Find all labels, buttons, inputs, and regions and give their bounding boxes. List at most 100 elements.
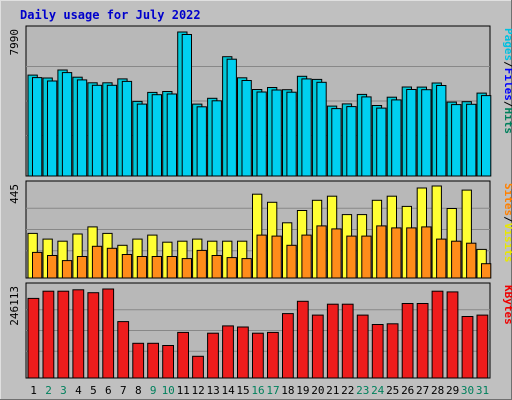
bar-sites-27 [421,226,432,279]
bar-kbytes-15 [237,326,249,379]
bar-sites-14 [226,257,237,279]
bar-files-18 [286,91,297,177]
bar-files-17 [271,89,282,177]
bar-kbytes-23 [356,314,369,379]
bar-sites-3 [61,260,73,279]
x-tick-label-26: 26 [401,384,414,397]
legend-part-2: Visits [502,223,512,263]
bar-files-16 [256,91,267,177]
bar-kbytes-27 [416,303,429,379]
bar-files-21 [331,108,342,177]
bar-files-25 [391,99,402,177]
bar-kbytes-11 [177,331,189,379]
bar-kbytes-1 [27,297,40,379]
bar-kbytes-31 [476,314,489,379]
bar-sites-11 [181,258,192,279]
bar-kbytes-20 [311,314,324,379]
bar-files-15 [241,80,252,177]
x-tick-label-16: 16 [251,384,264,397]
bar-files-24 [376,107,387,177]
bar-sites-15 [241,258,252,279]
panel-visits-sites: 445 Sites/Visits [8,180,512,279]
bar-files-22 [346,106,357,177]
x-tick-label-28: 28 [431,384,444,397]
x-tick-label-29: 29 [446,384,459,397]
x-tick-label-20: 20 [311,384,324,397]
x-tick-label-23: 23 [356,384,369,397]
x-tick-label-2: 2 [45,384,52,397]
bar-files-28 [436,85,447,177]
x-tick-label-8: 8 [135,384,142,397]
bar-files-5 [91,84,103,177]
bar-sites-6 [106,247,118,279]
bar-sites-4 [76,256,88,279]
bar-files-11 [181,34,192,177]
bar-sites-12 [196,249,207,279]
bar-kbytes-6 [102,288,115,379]
x-tick-label-31: 31 [476,384,489,397]
bar-kbytes-18 [282,313,294,379]
bar-kbytes-30 [461,316,474,379]
legend-part-0: Sites [502,183,512,216]
bar-sites-24 [376,225,387,279]
bar-kbytes-3 [57,290,70,379]
bar-sites-18 [286,244,297,279]
x-tick-label-12: 12 [191,384,204,397]
bar-kbytes-12 [192,355,204,379]
bar-files-12 [196,106,207,177]
x-tick-label-25: 25 [386,384,399,397]
legend-part-2: Files [502,68,512,101]
x-tick-label-21: 21 [326,384,339,397]
x-tick-label-4: 4 [75,384,82,397]
y-max-label: 445 [8,184,21,204]
panel-kbytes: 246113 KBytes [8,282,512,379]
x-tick-label-17: 17 [266,384,279,397]
legend-part-0: KBytes [502,285,512,325]
x-tick-label-14: 14 [221,384,235,397]
bar-files-2 [47,80,58,177]
bar-sites-13 [211,255,222,279]
bar-sites-29 [451,240,462,279]
bar-kbytes-26 [401,303,414,379]
series-legend-label: Pages/Files/Hits [502,28,512,134]
bar-kbytes-17 [267,331,279,379]
x-axis-labels: 1 2 3 4 5 6 7 8 9 10 11 12 13 14 15 16 17 18 19 20 21 22 23 24 2… [30,384,489,397]
bar-kbytes-16 [252,332,264,379]
bar-kbytes-24 [371,324,384,379]
bar-files-31 [481,95,492,177]
bar-sites-21 [331,228,342,279]
series-legend-label: Sites/Visits [502,183,512,263]
bar-sites-16 [256,234,267,279]
bar-sites-7 [121,254,133,279]
x-tick-label-22: 22 [341,384,354,397]
x-tick-label-18: 18 [281,384,294,397]
bar-files-3 [61,72,73,177]
bar-files-1 [32,77,43,177]
x-tick-label-3: 3 [60,384,67,397]
bar-files-27 [421,89,432,177]
x-tick-label-27: 27 [416,384,429,397]
x-tick-label-30: 30 [461,384,474,397]
bar-kbytes-5 [87,292,100,379]
legend-part-4: Hits [502,108,512,135]
bar-files-23 [361,96,372,177]
bar-files-4 [76,79,88,177]
bar-kbytes-13 [207,332,219,379]
bar-kbytes-21 [326,303,339,379]
bar-kbytes-7 [117,321,130,379]
bar-kbytes-14 [222,325,234,379]
bar-sites-30 [466,242,477,279]
legend-part-1: / [502,216,512,223]
bar-kbytes-22 [341,303,354,379]
x-tick-label-7: 7 [120,384,127,397]
x-tick-label-1: 1 [30,384,37,397]
bar-kbytes-9 [147,342,159,379]
bar-sites-1 [32,251,43,279]
legend-part-0: Pages [502,28,512,61]
x-tick-label-15: 15 [236,384,249,397]
bar-files-29 [451,104,462,177]
bar-sites-31 [481,263,492,279]
